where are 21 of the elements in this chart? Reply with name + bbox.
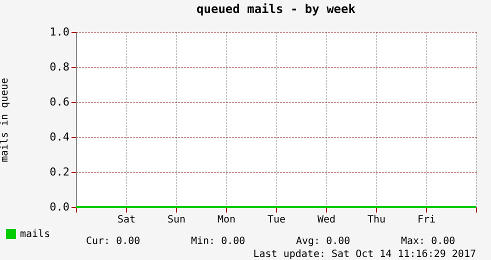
- x-tick-label: Fri: [417, 214, 436, 226]
- chart-title: queued mails - by week: [196, 2, 356, 16]
- y-tick-label: 0.6: [50, 96, 70, 108]
- y-tick-label: 0.8: [50, 60, 70, 74]
- x-tick-label: Thu: [367, 214, 386, 226]
- x-tick-label: Wed: [317, 214, 336, 226]
- text: Avg: 0.00: [296, 236, 350, 247]
- text: Max: 0.00: [401, 236, 456, 247]
- x-tick-label: Sat: [117, 214, 136, 226]
- text: Cur: 0.00: [86, 236, 140, 247]
- x-tick-label: Mon: [217, 214, 236, 226]
- x-tick-label: Sun: [167, 214, 186, 226]
- y-tick-label: 0.2: [50, 166, 70, 178]
- text: Min: 0.00: [191, 236, 246, 247]
- text: Last update: Sat Oct 14 11:16:29 2017: [253, 249, 476, 260]
- x-tick-label: Tue: [267, 214, 286, 226]
- y-tick-label: 1.0: [50, 26, 70, 38]
- y-axis-title: mails in queue: [0, 78, 11, 162]
- y-tick-label: 0.0: [50, 200, 70, 214]
- legend-label: mails: [20, 229, 50, 240]
- y-tick-label: 0.4: [50, 130, 70, 144]
